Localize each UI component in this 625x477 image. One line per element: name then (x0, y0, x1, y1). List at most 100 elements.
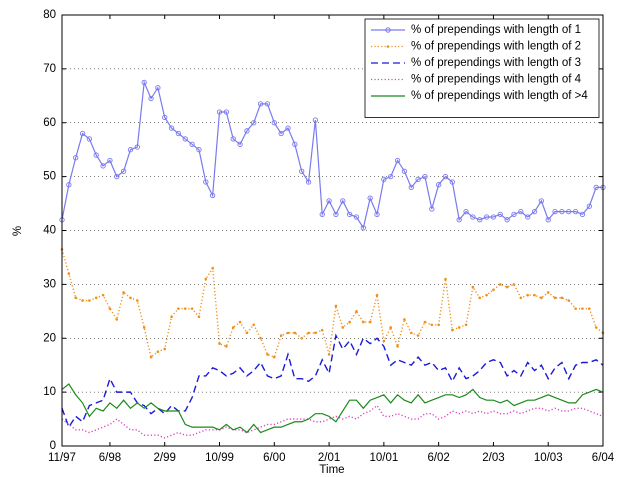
point (100, 163, 106, 169)
point (415, 176, 421, 182)
point (93, 152, 99, 158)
point (312, 117, 319, 123)
point (374, 211, 380, 217)
point (422, 173, 428, 180)
point (355, 310, 358, 313)
y-tick-label: 60 (43, 117, 56, 129)
point (485, 293, 488, 297)
x-tick-label: 6/00 (263, 452, 285, 464)
x-tick-label: 2/99 (154, 452, 176, 464)
point (170, 315, 173, 319)
y-tick-label: 40 (43, 225, 56, 237)
point (437, 323, 440, 327)
point (299, 168, 305, 174)
point (218, 342, 221, 345)
point (314, 331, 317, 335)
point (67, 272, 71, 275)
point (429, 206, 435, 212)
point (292, 141, 298, 147)
point (73, 155, 79, 161)
point (252, 323, 256, 327)
point (244, 128, 250, 134)
point (225, 345, 228, 348)
point (559, 208, 565, 215)
point (334, 304, 338, 308)
y-tick-label: 10 (43, 386, 56, 398)
point (115, 318, 119, 321)
point (307, 331, 310, 335)
point (66, 182, 72, 188)
y-tick-label: 20 (43, 332, 56, 344)
point (223, 109, 230, 115)
point (245, 331, 249, 335)
point (230, 136, 236, 142)
point (183, 307, 187, 310)
point (574, 307, 577, 310)
point (594, 326, 598, 329)
point (463, 208, 469, 215)
point (540, 296, 543, 300)
point (257, 101, 264, 107)
point (375, 293, 379, 297)
point (286, 331, 290, 335)
point (464, 323, 468, 327)
point (189, 141, 195, 147)
point (107, 157, 113, 164)
legend-marker (386, 45, 390, 48)
point (136, 299, 139, 302)
point (531, 208, 538, 215)
point (581, 307, 584, 310)
point (196, 147, 202, 153)
point (341, 326, 345, 329)
point (518, 208, 524, 215)
point (79, 130, 86, 137)
point (81, 299, 84, 302)
y-tick-label: 0 (50, 440, 56, 452)
point (442, 173, 449, 180)
point (382, 339, 386, 343)
point (552, 208, 558, 215)
point (94, 296, 98, 300)
point (168, 125, 175, 131)
legend-label: % of prependings with length of 1 (411, 24, 581, 36)
point (497, 211, 503, 217)
x-tick-label: 10/99 (205, 452, 234, 464)
point (409, 331, 413, 335)
y-tick-label: 30 (43, 278, 56, 290)
point (483, 214, 490, 220)
point (333, 211, 339, 217)
point (114, 173, 120, 180)
point (526, 293, 529, 297)
point (237, 141, 243, 147)
point (300, 336, 303, 340)
point (156, 350, 160, 354)
point (108, 307, 112, 310)
point (327, 353, 331, 356)
point (231, 326, 235, 329)
point (155, 85, 161, 91)
point (211, 266, 214, 270)
point (266, 353, 269, 356)
y-tick-label: 50 (43, 171, 56, 183)
point (175, 130, 182, 137)
point (511, 211, 517, 217)
point (279, 334, 283, 337)
point (444, 277, 447, 281)
legend-label: % of prependings with length of 4 (411, 74, 582, 86)
point (566, 208, 572, 215)
point (435, 182, 442, 188)
point (238, 320, 242, 324)
point (477, 217, 483, 223)
point (74, 296, 77, 300)
point (251, 120, 257, 126)
point (285, 125, 291, 131)
point (538, 198, 545, 204)
point (360, 225, 366, 231)
point (451, 328, 454, 332)
x-tick-label: 6/98 (99, 452, 121, 464)
point (403, 318, 406, 321)
point (177, 307, 180, 310)
x-tick-label: 11/97 (48, 452, 76, 464)
x-tick-label: 6/04 (592, 452, 615, 464)
point (203, 179, 209, 185)
